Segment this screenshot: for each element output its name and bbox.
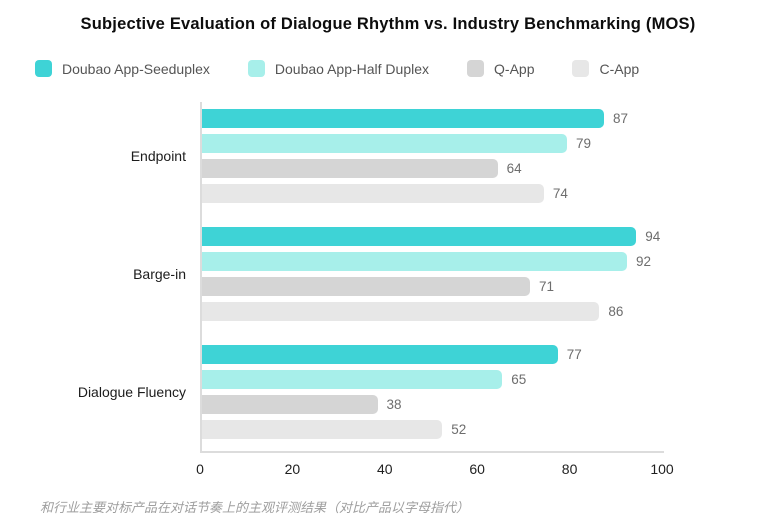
bar-value-label: 71: [539, 279, 555, 294]
bar-row: 65: [202, 370, 664, 389]
bar-doubao-app-seeduplex: [202, 227, 637, 246]
legend-item-1: Doubao App-Seeduplex: [35, 60, 210, 77]
bar-group: Endpoint 87 79 64 74: [131, 109, 664, 203]
bar-row: 92: [202, 252, 664, 271]
bar-q-app: [202, 277, 531, 296]
bar-doubao-app-half-duplex: [202, 134, 567, 153]
legend-item-label: C-App: [599, 60, 640, 77]
category-label: Dialogue Fluency: [77, 384, 186, 400]
bar-group: Barge-in 94 92 71 86: [133, 227, 664, 321]
bar-value-label: 94: [645, 229, 661, 244]
legend-swatch-icon: [572, 60, 590, 77]
legend-item-label: Doubao App-Half Duplex: [274, 60, 430, 77]
x-tick-label: 100: [650, 461, 674, 477]
x-tick-label: 40: [377, 461, 393, 477]
legend-swatch-icon: [247, 60, 265, 77]
bar-value-label: 92: [636, 254, 652, 269]
legend-item-4: C-App: [572, 60, 639, 77]
legend-item-label: Doubao App-Seeduplex: [62, 60, 210, 77]
bar-c-app: [202, 302, 600, 321]
category-label: Endpoint: [130, 148, 186, 164]
x-tick-label: 60: [469, 461, 485, 477]
bar-doubao-app-half-duplex: [202, 252, 628, 271]
chart-title: Subjective Evaluation of Dialogue Rhythm…: [80, 15, 696, 33]
bar-doubao-app-half-duplex: [202, 370, 503, 389]
bar-chart: Endpoint 87 79 64 74 Barge-in 94 92 71 86 Dialogue…: [0, 102, 776, 481]
bar-row: 64: [202, 159, 664, 178]
bar-q-app: [202, 395, 378, 414]
x-tick-label: 0: [196, 461, 204, 477]
bar-row: 71: [202, 277, 664, 296]
footer-note: 和行业主要对标产品在对话节奏上的主观评测结果（对比产品以字母指代）: [40, 500, 470, 515]
legend: Doubao App-Seeduplex Doubao App-Half Dupl…: [35, 60, 776, 77]
bar-value-label: 74: [552, 186, 568, 201]
legend-swatch-icon: [35, 60, 52, 77]
bar-row: 79: [202, 134, 664, 153]
bar-group: Dialogue Fluency 77 65 38 52: [78, 345, 664, 439]
bar-value-label: 38: [386, 397, 402, 412]
bar-value-label: 87: [612, 111, 628, 126]
bar-row: 77: [202, 345, 664, 364]
bar-q-app: [202, 159, 498, 178]
legend-item-2: Doubao App-Half Duplex: [247, 60, 430, 77]
bar-value-label: 52: [451, 422, 467, 437]
bar-c-app: [202, 184, 544, 203]
bar-row: 87: [202, 109, 664, 128]
x-tick-label: 20: [284, 461, 301, 477]
bar-row: 74: [202, 184, 664, 203]
bar-c-app: [202, 420, 443, 439]
legend-swatch-icon: [467, 60, 485, 77]
bar-doubao-app-seeduplex: [202, 345, 558, 364]
legend-item-label: Q-App: [494, 60, 535, 77]
legend-item-3: Q-App: [467, 60, 534, 77]
bar-row: 52: [202, 420, 664, 439]
bar-value-label: 64: [506, 161, 522, 176]
bar-value-label: 79: [575, 136, 591, 151]
bar-value-label: 65: [511, 372, 527, 387]
bar-value-label: 77: [566, 347, 582, 362]
bar-value-label: 86: [608, 304, 624, 319]
bar-row: 38: [202, 395, 664, 414]
bar-doubao-app-seeduplex: [202, 109, 604, 128]
plot-area: Endpoint 87 79 64 74 Barge-in 94 92 71 86 Dialogue…: [78, 102, 664, 453]
category-label: Barge-in: [133, 266, 186, 282]
bar-row: 94: [202, 227, 664, 246]
x-tick-label: 80: [561, 461, 578, 477]
bar-row: 86: [202, 302, 664, 321]
x-axis: 0 20 40 60 80 100: [196, 461, 674, 481]
